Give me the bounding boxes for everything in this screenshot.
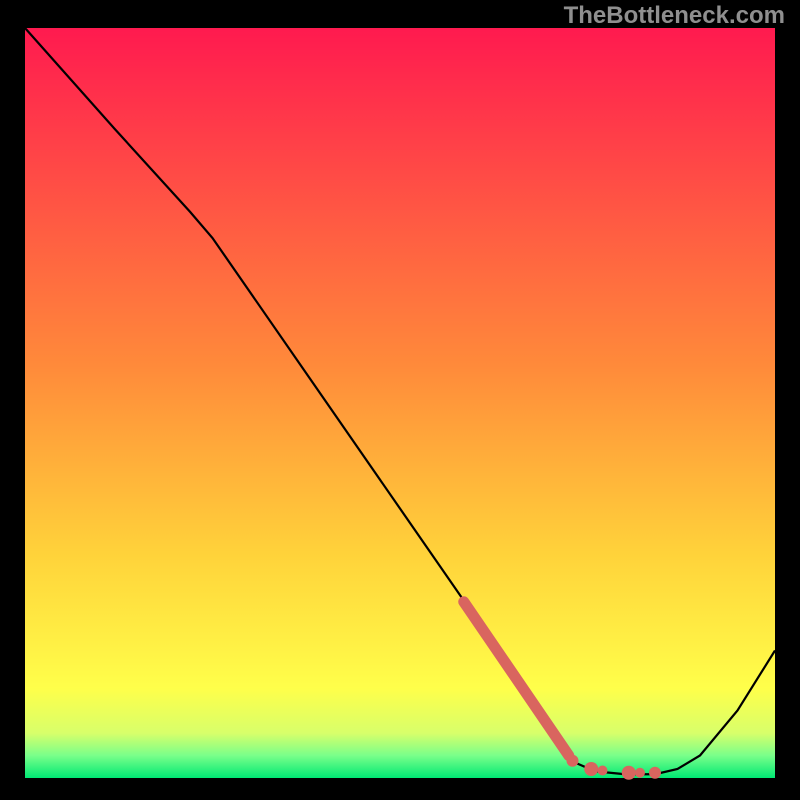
highlight-dots [567, 755, 662, 780]
chart-svg [25, 28, 775, 778]
highlight-dot [649, 767, 661, 779]
highlight-dot [635, 768, 645, 778]
highlight-dot [584, 762, 598, 776]
watermark-text: TheBottleneck.com [564, 2, 785, 30]
highlight-dot [598, 766, 608, 776]
chart-curve [25, 28, 775, 774]
highlight-dot [567, 755, 579, 767]
highlight-dot [622, 766, 636, 780]
highlight-thick-segment [464, 602, 569, 756]
chart-plot-area [25, 28, 775, 778]
